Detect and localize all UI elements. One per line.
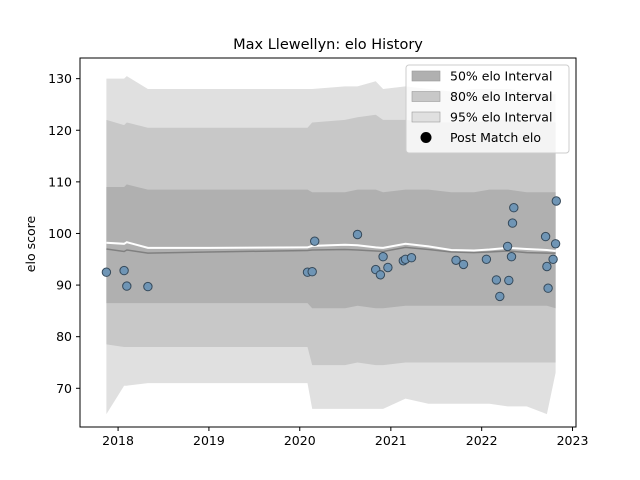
post-match-elo-point (542, 261, 552, 272)
chart-title: Max Llewellyn: elo History (233, 37, 423, 53)
x-tick-label: 2020 (284, 433, 316, 448)
legend-label-50-elo-interval: 50% elo Interval (450, 69, 552, 84)
x-tick-label: 2023 (557, 433, 589, 448)
y-tick-label: 100 (48, 226, 72, 241)
post-match-elo-point (540, 231, 551, 242)
legend-swatch-80-elo-interval (411, 91, 441, 102)
post-match-elo-point (481, 254, 492, 264)
post-match-elo-point (551, 196, 561, 206)
band-50-interval (106, 184, 556, 309)
legend-label-95-elo-interval: 95% elo Interval (450, 110, 552, 125)
post-match-elo-point (506, 252, 517, 262)
y-axis-label: elo score (23, 216, 38, 273)
y-tick-label: 130 (48, 71, 72, 86)
y-tick-label: 110 (48, 174, 72, 189)
post-match-elo-point (491, 275, 502, 285)
median-elo-line (106, 246, 556, 254)
post-match-elo-point (548, 254, 558, 264)
legend-marker-post-match-elo (420, 132, 432, 143)
post-match-elo-point (310, 236, 320, 246)
x-tick-label: 2018 (102, 433, 134, 448)
y-tick-label: 90 (56, 278, 72, 293)
post-match-elo-point (502, 241, 513, 252)
post-match-elo-point (543, 283, 553, 293)
post-match-elo-point (383, 262, 393, 273)
post-match-elo-point (375, 270, 386, 280)
legend: 50% elo Interval 80% elo Interval 95% elo … (405, 64, 570, 154)
x-tick-label: 2022 (466, 433, 498, 448)
post-match-elo-point (119, 265, 129, 276)
post-match-elo-point (458, 259, 469, 270)
post-match-elo-point (507, 218, 518, 228)
legend-swatch-95-elo-interval (411, 111, 441, 123)
x-tick-label: 2019 (193, 433, 225, 448)
post-match-elo-point (495, 291, 505, 302)
post-match-elo-point (307, 267, 317, 277)
x-tick-label: 2021 (375, 433, 407, 448)
post-match-elo-point (550, 239, 561, 249)
legend-swatch-50-elo-interval (411, 70, 441, 82)
post-match-elo-point (378, 252, 388, 262)
legend-box (405, 64, 570, 154)
plot-content (101, 76, 561, 415)
post-match-elo-point (504, 275, 514, 286)
axes-frame (79, 57, 577, 428)
post-match-elo-point (451, 255, 461, 265)
post-match-elo-point (143, 281, 153, 292)
post-match-elo-point (509, 203, 519, 213)
post-match-elo-point (406, 253, 417, 263)
y-tick-label: 70 (56, 381, 72, 396)
plot-area: 2018 2019 2020 2021 2022 2023 70 80 90 100 110 120 1… (48, 57, 589, 448)
post-match-elo-point (122, 281, 132, 291)
y-tick-label: 120 (48, 123, 72, 138)
legend-label-post-match-elo: Post Match elo (450, 130, 541, 145)
post-match-elo-point (101, 267, 112, 277)
post-match-elo-point (352, 229, 363, 240)
legend-label-80-elo-interval: 80% elo Interval (450, 89, 552, 104)
y-tick-label: 80 (56, 329, 72, 344)
